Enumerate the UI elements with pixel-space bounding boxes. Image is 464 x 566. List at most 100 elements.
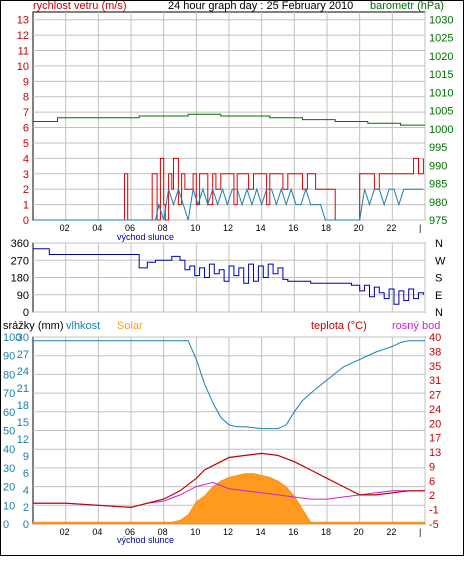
rain-tick-label: 9 [23,451,29,463]
x-tick-label: 22 [386,223,396,233]
wind-tick-label: 13 [17,15,29,27]
temperature-tick-label: 17 [429,433,441,445]
pressure-tick-label: 1025 [429,33,453,45]
x-tick-label: 20 [354,527,364,537]
x-tick-label: 06 [125,527,135,537]
humidity-axis-label: vlhkost [66,320,100,332]
wind-tick-label: 8 [23,92,29,104]
x-tick-label: 20 [354,223,364,233]
x-tick-label: 08 [158,527,168,537]
pressure-tick-label: 1000 [429,124,453,136]
x-tick-label: | [419,223,421,233]
wind-tick-label: 10 [17,61,29,73]
humidity-tick-label: 80 [3,369,15,381]
temperature-tick-label: 31 [429,375,441,387]
temperature-tick-label: 24 [429,404,441,416]
pressure-axis-label: barometr (hPa) [370,0,444,12]
x-tick-label: 12 [223,223,233,233]
wind-tick-label: 1 [23,200,29,212]
temperature-tick-label: -1 [429,505,439,517]
humidity-tick-label: 60 [3,407,15,419]
temperature-tick-label: 9 [429,461,435,473]
dew-point-label: rosný bod [392,320,440,332]
wind-tick-label: 12 [17,30,29,42]
x-tick-label: 02 [60,527,70,537]
wind-gust-line [33,157,424,221]
sunrise-label-bottom: východ slunce [117,535,174,545]
x-tick-label: 14 [256,223,266,233]
pressure-tick-label: 985 [429,179,447,191]
humidity-tick-label: 70 [3,388,15,400]
x-tick-label: 18 [321,223,331,233]
humidity-tick-label: 100 [3,332,21,344]
wind-tick-label: 3 [23,169,29,181]
direction-tick-label: 360 [11,238,29,250]
x-tick-label: | [419,527,421,537]
wind-axis-label: rychlost vetru (m/s) [33,0,127,12]
rain-tick-label: 15 [17,417,29,429]
temperature-tick-label: 40 [429,332,441,344]
wind-direction-panel: 0 N 90 E 180 S 270 W 360 N [11,238,446,319]
x-tick-label: 16 [288,223,298,233]
compass-tick-label: N [435,307,443,319]
rain-tick-label: 12 [17,434,29,446]
pressure-tick-label: 975 [429,215,447,227]
pressure-tick-label: 995 [429,142,447,154]
wind-pressure-panel: 02 04 06 08 10 12 14 16 18 20 22 |01234567891011121… [17,11,453,233]
temperature-tick-label: 6 [429,476,435,488]
wind-tick-label: 2 [23,184,29,196]
x-tick-label: 10 [190,527,200,537]
x-tick-label: 04 [92,223,102,233]
direction-tick-label: 180 [11,273,29,285]
temperature-tick-label: 38 [429,346,441,358]
humidity-tick-label: 20 [3,482,15,494]
pressure-tick-label: 1030 [429,14,453,26]
humidity-tick-label: 10 [3,500,15,512]
wind-direction-line [33,248,424,305]
chart-title: 24 hour graph day : 25 February 2010 [168,0,353,12]
direction-tick-label: 0 [23,307,29,319]
rain-tick-label: 2 [23,502,29,514]
solar-area [32,473,426,525]
wind-tick-label: 11 [18,46,29,58]
pressure-tick-label: 1005 [429,106,453,118]
wind-avg-line [33,187,424,221]
rain-tick-label: 0 [23,519,29,531]
temperature-tick-label: 2 [429,490,435,502]
compass-tick-label: S [435,273,442,285]
compass-tick-label: W [435,255,446,267]
pressure-tick-label: 990 [429,160,447,172]
wind-tick-label: 7 [23,107,29,119]
pressure-tick-label: 1020 [429,51,453,63]
humidity-tick-label: 50 [3,426,15,438]
humidity-tick-label: 40 [3,444,15,456]
temperature-line [33,452,425,509]
x-tick-label: 04 [92,527,102,537]
x-tick-label: 18 [321,527,331,537]
humidity-tick-label: 0 [3,519,9,531]
wind-tick-label: 5 [23,138,29,150]
x-tick-label: 14 [256,527,266,537]
x-tick-label: 06 [125,223,135,233]
temperature-tick-label: 27 [429,390,441,402]
sunrise-label-top: východ slunce [117,232,174,242]
pressure-line [33,113,425,126]
rain-tick-label: 18 [17,400,29,412]
rain-tick-label: 30 [17,332,29,344]
humidity-line [33,340,425,430]
rain-tick-label: 21 [17,383,29,395]
humidity-tick-label: 90 [3,351,15,363]
temperature-tick-label: 13 [429,447,441,459]
rain-tick-label: 4 [23,485,29,497]
compass-tick-label: E [435,290,442,302]
wind-tick-label: 6 [23,123,29,135]
x-tick-label: 12 [223,527,233,537]
x-tick-label: 02 [60,223,70,233]
temperature-tick-label: 35 [429,361,441,373]
temperature-tick-label: -5 [429,519,439,531]
temperature-tick-label: 20 [429,418,441,430]
wind-tick-label: 0 [23,215,29,227]
pressure-tick-label: 1010 [429,87,453,99]
x-tick-label: 22 [386,527,396,537]
